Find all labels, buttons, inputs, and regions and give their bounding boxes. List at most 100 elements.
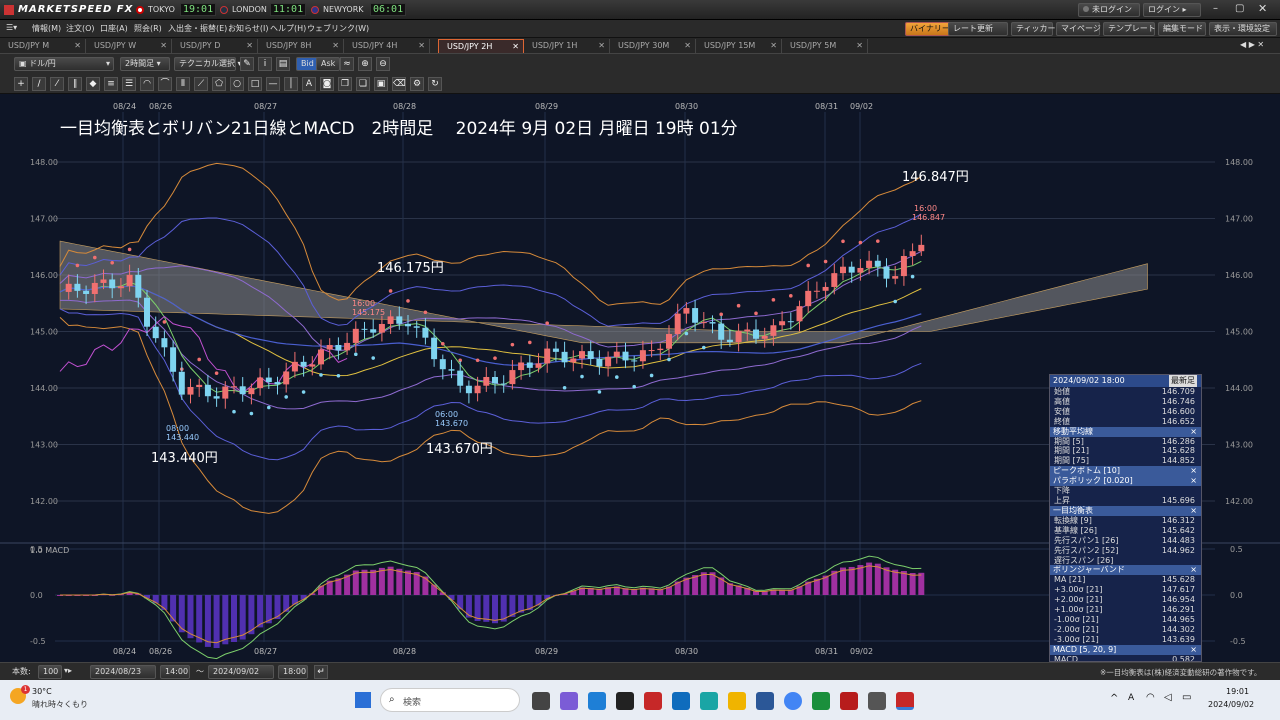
ime-icon[interactable]: A <box>1128 693 1135 703</box>
interval-select[interactable]: 2時間足 ▾ <box>120 57 170 71</box>
maximize-icon[interactable]: ▢ <box>1235 3 1245 14</box>
close-icon[interactable]: × <box>1190 466 1197 476</box>
copy-icon[interactable]: ❐ <box>338 77 352 91</box>
chart-area[interactable]: 148.00 148.00 147.00 147.00 146.00 146.00 145.… <box>0 94 1280 692</box>
menu-help[interactable]: ヘルプ(H) <box>270 24 307 33</box>
zoom-out-icon[interactable]: ⊖ <box>376 57 390 71</box>
pencil-icon[interactable]: ✎ <box>240 57 254 71</box>
stepper-icon[interactable]: ▾▸ <box>64 666 73 675</box>
menu-info[interactable]: 情報(M) <box>32 24 62 33</box>
technical-select[interactable]: テクニカル選択 ▾ <box>174 57 242 71</box>
polyline-icon[interactable]: ⟋ <box>194 77 208 91</box>
tab-usdjpy-8h[interactable]: USD/JPY 8H ✕ <box>258 39 344 53</box>
rate-update-button[interactable]: レート更新 <box>948 22 1008 36</box>
tab-usdjpy-d[interactable]: USD/JPY D ✕ <box>172 39 258 53</box>
close-icon[interactable]: × <box>1190 476 1197 486</box>
to-date-input[interactable]: 2024/09/02 <box>208 665 274 679</box>
settings-button[interactable]: 表示・環境設定 <box>1209 22 1277 36</box>
from-date-input[interactable]: 2024/08/23 <box>90 665 156 679</box>
paste-icon[interactable]: ❏ <box>356 77 370 91</box>
mypage-button[interactable]: マイページ <box>1056 22 1101 36</box>
apply-range-icon[interactable]: ↵ <box>314 665 328 679</box>
edit-mode-button[interactable]: 編集モード <box>1158 22 1206 36</box>
save-icon[interactable]: ▣ <box>374 77 388 91</box>
camera-icon[interactable]: ◙ <box>320 77 334 91</box>
count-select[interactable]: 100 <box>38 665 62 679</box>
close-icon[interactable]: × <box>1190 644 1197 654</box>
app-icon-2[interactable] <box>868 692 886 710</box>
menu-account[interactable]: 口座(A) <box>100 24 128 33</box>
channel-icon[interactable]: ∥ <box>68 77 82 91</box>
cycle-lines-icon[interactable]: ⦀ <box>176 77 190 91</box>
volume-icon[interactable]: ◁ <box>1164 692 1172 703</box>
tab-usdjpy-m[interactable]: USD/JPY M ✕ <box>0 39 86 53</box>
tab-close-icon[interactable]: ✕ <box>246 41 253 50</box>
windows-start-icon[interactable] <box>355 692 371 708</box>
settings-icon[interactable]: ⚙ <box>410 77 424 91</box>
close-icon[interactable]: ✕ <box>1258 2 1268 15</box>
dell-icon[interactable] <box>588 692 606 710</box>
crosshair-icon[interactable]: + <box>14 77 28 91</box>
ray-line-icon[interactable]: ⁄ <box>50 77 64 91</box>
circle-icon[interactable]: ○ <box>230 77 244 91</box>
tab-usdjpy-2h[interactable]: USD/JPY 2H ✕ <box>438 39 524 53</box>
fan-icon[interactable]: ◠ <box>140 77 154 91</box>
app-menu-icon[interactable]: ☰▾ <box>6 23 18 32</box>
close-icon[interactable]: × <box>1190 506 1197 516</box>
to-time-input[interactable]: 18:00 <box>278 665 308 679</box>
tab-usdjpy-5m[interactable]: USD/JPY 5M ✕ <box>782 39 868 53</box>
tab-usdjpy-1h[interactable]: USD/JPY 1H ✕ <box>524 39 610 53</box>
chrome-icon[interactable] <box>784 692 802 710</box>
line-icon[interactable]: — <box>266 77 280 91</box>
menu-deposit[interactable]: 入出金・振替(E) <box>168 24 228 33</box>
trendline-icon[interactable]: / <box>32 77 46 91</box>
zoom-in-icon[interactable]: ⊕ <box>358 57 372 71</box>
info-icon[interactable]: i <box>258 57 272 71</box>
menu-order[interactable]: 注文(O) <box>66 24 95 33</box>
text-icon[interactable]: A <box>302 77 316 91</box>
task-view-icon[interactable] <box>532 692 550 710</box>
taskbar-search-box[interactable]: ⌕ 検索 <box>380 688 520 712</box>
chart-type-icon[interactable]: ▤ <box>276 57 290 71</box>
marketspeed-icon[interactable] <box>840 692 858 710</box>
arc-icon[interactable]: ⌒ <box>158 77 172 91</box>
wifi-icon[interactable]: ◠ <box>1146 692 1155 703</box>
tab-usdjpy-4h[interactable]: USD/JPY 4H ✕ <box>344 39 430 53</box>
rectangle-icon[interactable]: □ <box>248 77 262 91</box>
explorer-icon[interactable] <box>728 692 746 710</box>
marker-icon[interactable]: ◆ <box>86 77 100 91</box>
fibonacci-icon[interactable]: ☰ <box>122 77 136 91</box>
vline-icon[interactable]: │ <box>284 77 298 91</box>
pentagon-icon[interactable]: ⬠ <box>212 77 226 91</box>
battery-icon[interactable]: ▭ <box>1182 692 1192 703</box>
tab-close-icon[interactable]: ✕ <box>160 41 167 50</box>
marketspeed-fx-icon[interactable] <box>896 692 914 710</box>
tab-close-icon[interactable]: ✕ <box>856 41 863 50</box>
menu-notice[interactable]: お知らせ(I) <box>228 24 269 33</box>
minimize-icon[interactable]: – <box>1213 3 1218 14</box>
outlook-icon[interactable] <box>672 692 690 710</box>
copilot-icon[interactable] <box>560 692 578 710</box>
from-time-input[interactable]: 14:00 <box>160 665 190 679</box>
hline-icon[interactable]: ≡ <box>104 77 118 91</box>
tab-usdjpy-15m[interactable]: USD/JPY 15M ✕ <box>696 39 782 53</box>
pair-select[interactable]: ▣ ドル/円 ▾ <box>14 57 114 71</box>
login-button[interactable]: ログイン ▸ <box>1143 3 1201 17</box>
tray-chevron-icon[interactable]: ^ <box>1110 693 1119 704</box>
edge-icon[interactable] <box>700 692 718 710</box>
menu-inquiry[interactable]: 照会(R) <box>134 24 162 33</box>
tab-usdjpy-30m[interactable]: USD/JPY 30M ✕ <box>610 39 696 53</box>
close-icon[interactable]: × <box>1190 565 1197 575</box>
compare-icon[interactable]: ≈ <box>340 57 354 71</box>
tab-usdjpy-w[interactable]: USD/JPY W ✕ <box>86 39 172 53</box>
ticker-button[interactable]: ティッカー <box>1011 22 1056 36</box>
media-icon[interactable] <box>616 692 634 710</box>
word-icon[interactable] <box>756 692 774 710</box>
tab-scroll-icon[interactable]: ◀ ▶ ✕ <box>1240 40 1265 49</box>
tab-close-icon[interactable]: ✕ <box>332 41 339 50</box>
tab-close-icon[interactable]: ✕ <box>418 41 425 50</box>
tab-close-icon[interactable]: ✕ <box>598 41 605 50</box>
ask-button[interactable]: Ask <box>316 57 341 71</box>
tab-close-icon[interactable]: ✕ <box>512 42 519 51</box>
tab-close-icon[interactable]: ✕ <box>770 41 777 50</box>
